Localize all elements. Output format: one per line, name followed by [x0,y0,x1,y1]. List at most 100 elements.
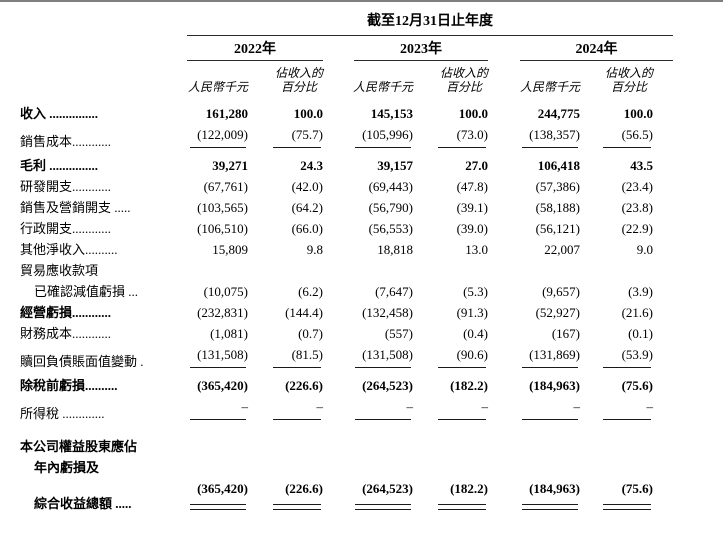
table-row: 本公司權益股東應佔 [20,436,673,457]
value-cell: (138,357) [488,124,580,152]
cell-value: 18,818 [377,242,413,257]
single-rule [438,367,486,368]
value-cell: (226.6) [248,375,323,396]
row-label: 銷售成本............ [20,134,112,149]
cell-value: 43.5 [630,158,653,173]
unit-label: 人民幣千元 [187,80,248,94]
value-cell: (232,831) [185,302,248,323]
value-cell: (103,565) [185,197,248,218]
single-rule [438,147,486,148]
cell-value: 9.0 [636,242,653,257]
cell-value: (365,420) [197,378,248,393]
cell-value: (103,565) [197,200,248,215]
value-cell: (81.5) [248,344,323,372]
single-rule [273,147,321,148]
value-cell: – [323,396,413,424]
value-cell: (365,420) [185,375,248,396]
value-cell [323,457,413,478]
cell-value [577,460,580,475]
value-cell: – [413,396,488,424]
value-cell: 27.0 [413,155,488,176]
row-label: 年內虧損及 [34,460,100,475]
value-cell: (56.5) [580,124,673,152]
value-cell: (182.2) [413,375,488,396]
cell-value: (138,357) [529,127,580,142]
cell-value: (39.0) [456,221,488,236]
value-cell: (557) [323,323,413,344]
cell-value: (53.9) [621,347,653,362]
rows-body: 收入 ............... 161,280 100.0 145,153 100… [20,103,673,514]
value-cell: (22.9) [580,218,673,239]
cell-value: 24.3 [300,158,323,173]
value-cell: (90.6) [413,344,488,372]
value-cell: (67,761) [185,176,248,197]
double-rule [438,504,486,510]
cell-value: (64.2) [291,200,323,215]
cell-value: (106,510) [197,221,248,236]
value-cell: (56,121) [488,218,580,239]
value-cell [413,436,488,457]
value-cell: (167) [488,323,580,344]
value-cell: 39,157 [323,155,413,176]
value-cell: (6.2) [248,281,323,302]
unit-header-row: 人民幣千元 佔收入的 百分比 人民幣千元 佔收入的 百分比 人民幣千元 佔收入的… [20,61,673,103]
cell-value: (6.2) [298,284,323,299]
value-cell: 15,809 [185,239,248,260]
cell-value: 27.0 [465,158,488,173]
value-cell: (7,647) [323,281,413,302]
table-row: 年內虧損及 [20,457,673,478]
value-cell [580,260,673,281]
value-cell: (131,508) [323,344,413,372]
cell-value: 244,775 [537,106,580,121]
value-cell: (182.2) [413,478,488,514]
cell-value: (105,996) [362,127,413,142]
cell-value: (58,188) [535,200,580,215]
value-cell [488,260,580,281]
cell-value: 161,280 [205,106,248,121]
cell-value: 13.0 [465,242,488,257]
cell-value [245,439,248,454]
cell-value: (7,647) [375,284,413,299]
cell-value: (42.0) [291,179,323,194]
double-rule [190,504,246,510]
cell-value: – [406,399,414,414]
header-body: 截至12月31日止年度 2022年 2023年 2024年 人民幣千元 佔收入的… [20,6,673,103]
value-cell: (42.0) [248,176,323,197]
table-row: 行政開支............ (106,510) (66.0) (56,553) (… [20,218,673,239]
row-label: 本公司權益股東應佔 [20,439,138,454]
value-cell: (9,657) [488,281,580,302]
value-cell: (21.6) [580,302,673,323]
value-cell [323,260,413,281]
row-label: 贖回負債賬面值變動 . [20,354,144,369]
value-cell: (47.8) [413,176,488,197]
table-row: 收入 ............... 161,280 100.0 145,153 100… [20,103,673,124]
value-cell [185,457,248,478]
cell-value [320,439,323,454]
value-cell: (131,508) [185,344,248,372]
table-row: 銷售及營銷開支 ..... (103,565) (64.2) (56,790) (39.… [20,197,673,218]
value-cell: (105,996) [323,124,413,152]
value-cell: (131,869) [488,344,580,372]
table-row: 毛利 ............... 39,271 24.3 39,157 27.0 10… [20,155,673,176]
cell-value: 100.0 [458,106,488,121]
row-label: 收入 ............... [20,106,99,121]
cell-value: (232,831) [197,305,248,320]
cell-value [410,460,413,475]
value-cell: (75.6) [580,375,673,396]
single-rule [355,147,411,148]
cell-value: 9.8 [306,242,323,257]
value-cell [488,436,580,457]
cell-value: (73.0) [456,127,488,142]
single-rule [522,367,578,368]
double-rule [522,504,578,510]
value-cell [248,260,323,281]
double-rule [273,504,321,510]
cell-value: (23.8) [621,200,653,215]
cell-value: (56,553) [368,221,413,236]
spacer-row [20,424,673,436]
value-cell: 18,818 [323,239,413,260]
value-cell: 106,418 [488,155,580,176]
value-cell: (3.9) [580,281,673,302]
pct-label: 佔收入的 百分比 [439,66,488,94]
value-cell: 39,271 [185,155,248,176]
